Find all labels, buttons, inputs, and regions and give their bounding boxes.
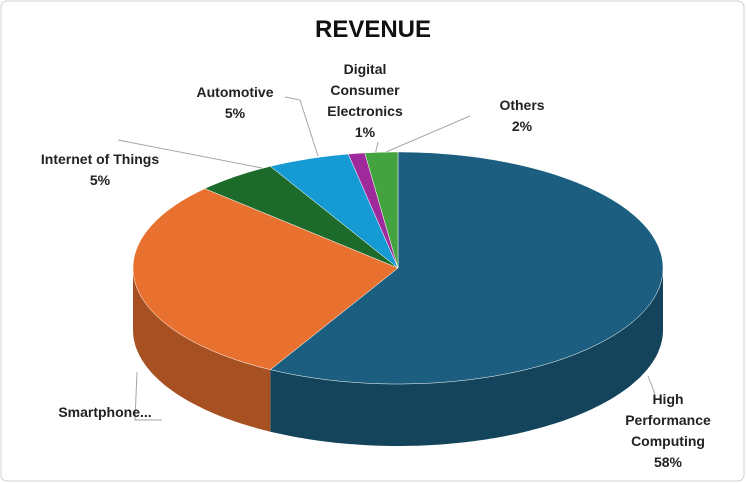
category-label: Digital Consumer Electronics (327, 61, 403, 119)
data-label: Digital Consumer Electronics 1% (315, 59, 415, 143)
data-label: Smartphone... (45, 402, 165, 423)
slice-side (270, 268, 663, 446)
leader-line (385, 115, 471, 153)
value-label: 5% (224, 105, 246, 121)
leader-line (134, 371, 162, 421)
leader-line (284, 96, 319, 157)
slice (132, 188, 399, 370)
leader-line (117, 139, 263, 169)
slice (204, 166, 399, 269)
category-label: Smartphone... (58, 404, 152, 420)
slice (269, 151, 664, 385)
data-label: Automotive 5% (185, 82, 285, 124)
data-label: High Performance Computing 58% (608, 389, 728, 473)
value-label: 58% (653, 454, 683, 470)
value-label: 2% (511, 118, 533, 134)
slices (132, 151, 664, 446)
leader-lines (117, 96, 656, 421)
leader-line (647, 375, 656, 395)
slice (364, 151, 399, 269)
value-label: 5% (89, 172, 111, 188)
data-label: Others 2% (482, 95, 562, 137)
category-label: Automotive (196, 84, 274, 100)
category-label: High Performance Computing (625, 391, 711, 449)
data-label: Internet of Things 5% (25, 149, 175, 191)
category-label: Internet of Things (40, 151, 160, 167)
slice-side (133, 268, 271, 432)
value-label: 1% (354, 124, 376, 140)
slice (269, 153, 399, 269)
chart-title: REVENUE (314, 16, 432, 43)
category-label: Others (499, 97, 545, 113)
